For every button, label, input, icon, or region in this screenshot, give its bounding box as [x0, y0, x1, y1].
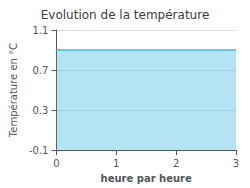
svg-text:1: 1 [113, 158, 119, 169]
svg-text:0: 0 [53, 158, 59, 169]
svg-text:Température en °C: Température en °C [8, 43, 19, 138]
svg-text:0.3: 0.3 [33, 105, 49, 116]
svg-text:-0.1: -0.1 [29, 145, 49, 156]
svg-text:2: 2 [173, 158, 179, 169]
svg-text:3: 3 [233, 158, 239, 169]
svg-text:heure par heure: heure par heure [101, 173, 192, 184]
svg-text:Evolution de la température: Evolution de la température [41, 8, 210, 22]
svg-text:1.1: 1.1 [33, 25, 49, 36]
svg-text:0.7: 0.7 [33, 65, 49, 76]
